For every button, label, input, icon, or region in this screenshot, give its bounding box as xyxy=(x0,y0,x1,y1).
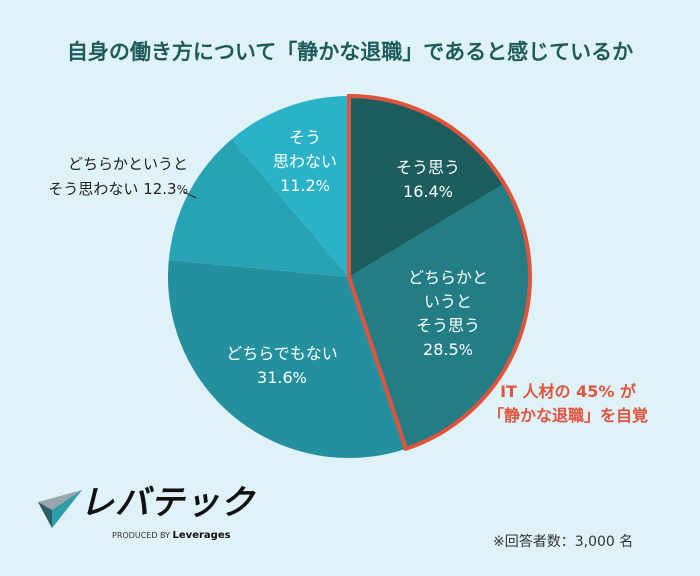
pie-slice xyxy=(167,259,407,459)
respondent-note: ※回答者数：3,000 名 xyxy=(493,534,634,550)
slice-label-sou-omou: そう思う 16.4% xyxy=(396,156,460,204)
highlight-outline xyxy=(347,93,532,452)
slice-value: 11.2 xyxy=(280,176,316,195)
slice-label-text: そう思う xyxy=(415,316,481,335)
logo-wordmark: レバテック xyxy=(80,483,255,523)
highlight-callout: IT 人材の 45% が 「静かな退職」を自覚 xyxy=(488,380,648,428)
slice-label-text: どちらでもない xyxy=(226,344,338,363)
logo-subtitle: PRODUCED BY Leverages xyxy=(112,530,231,542)
slice-label-text: 思わない xyxy=(272,152,338,171)
slice-label-sou-omowanai: そう 思わない 11.2% xyxy=(273,126,337,198)
leader-line xyxy=(183,191,197,199)
percent-sign: % xyxy=(438,183,453,201)
slice-label-text: どちらかと xyxy=(407,268,489,287)
pie-slice xyxy=(231,96,349,277)
logo-sub-prefix: PRODUCED BY xyxy=(112,531,170,540)
slice-label-text: どちらかというと xyxy=(67,155,188,173)
pie-slice xyxy=(349,96,505,277)
slice-label-text: そう思う xyxy=(395,158,461,177)
pie-slice xyxy=(168,138,349,277)
slice-label-text: そう xyxy=(288,128,322,147)
callout-line: 「静かな退職」を自覚 xyxy=(488,406,649,425)
callout-line: IT 人材の 45% が xyxy=(500,382,636,401)
slice-label-text: そう思わない 12.3 xyxy=(48,180,177,198)
percent-sign: % xyxy=(292,369,307,387)
logo-sub-brand: Leverages xyxy=(172,530,231,541)
slice-value: 16.4 xyxy=(403,182,439,201)
chart-title: 自身の働き方について「静かな退職」であると感じているか xyxy=(66,40,634,64)
leverages-logo-icon xyxy=(38,490,82,528)
slice-label-dochiraka-sou-omowanai: どちらかというと そう思わない 12.3% xyxy=(8,152,188,203)
percent-sign: % xyxy=(458,341,473,359)
slice-value: 28.5 xyxy=(423,340,459,359)
slice-label-text: いうと xyxy=(423,292,473,311)
slice-value: 31.6 xyxy=(257,368,293,387)
pie-slice xyxy=(349,183,530,449)
slice-label-dochirademonai: どちらでもない 31.6% xyxy=(226,342,338,390)
slice-label-dochiraka-sou-omou: どちらかと いうと そう思う 28.5% xyxy=(408,266,488,362)
percent-sign: % xyxy=(315,177,330,195)
percent-sign: % xyxy=(176,183,188,197)
